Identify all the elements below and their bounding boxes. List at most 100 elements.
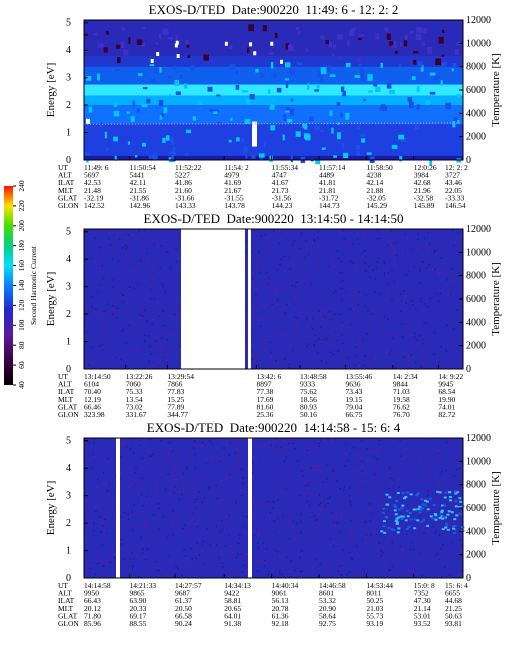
speck <box>112 305 114 307</box>
speck <box>322 247 325 250</box>
speck <box>264 510 266 513</box>
speck <box>417 238 419 241</box>
y-axis-label: Energy [eV] <box>45 481 57 535</box>
table-cell: 145.89 <box>414 201 435 210</box>
speck <box>339 531 342 533</box>
speck <box>186 467 188 470</box>
speck <box>169 93 172 97</box>
speck <box>156 491 158 494</box>
speck <box>120 456 122 458</box>
speck <box>388 569 390 571</box>
speck <box>440 515 444 518</box>
speck <box>143 229 146 232</box>
speck <box>337 350 340 352</box>
speck <box>132 565 134 567</box>
speck <box>417 230 419 233</box>
speck <box>379 511 381 513</box>
speck <box>428 247 430 249</box>
row-label: GLON <box>58 410 79 419</box>
speck <box>288 537 291 540</box>
speck <box>392 263 395 265</box>
speck <box>299 557 301 559</box>
speck <box>115 309 117 312</box>
speck <box>426 267 428 269</box>
row-label: GLAT <box>58 402 78 411</box>
speck <box>391 299 393 302</box>
speck <box>230 567 232 570</box>
speck <box>231 514 234 516</box>
speck <box>246 98 251 105</box>
speck <box>128 484 130 486</box>
speck <box>449 293 452 296</box>
table-cell: 85.96 <box>84 619 101 628</box>
speck <box>420 553 423 555</box>
speck <box>156 336 158 339</box>
speck <box>418 461 420 464</box>
speck <box>102 522 104 525</box>
speck <box>210 558 213 561</box>
speck <box>399 439 401 442</box>
speck <box>268 361 271 364</box>
colorbar-tick-label: 100 <box>17 319 26 331</box>
speck <box>86 358 89 360</box>
speck <box>452 527 456 530</box>
speck <box>342 342 344 345</box>
speck <box>314 340 317 342</box>
speck <box>421 503 425 506</box>
speck <box>194 549 196 552</box>
speck <box>280 353 282 356</box>
table-cell: 21.67 <box>224 186 241 195</box>
speck <box>344 443 347 445</box>
panel: EXOS-D/TED Date:900220 11:49: 6 - 12: 2:… <box>45 2 502 210</box>
speck <box>405 250 408 252</box>
speck <box>141 294 143 297</box>
speck <box>306 317 308 319</box>
speck <box>270 41 274 46</box>
speck <box>383 260 385 263</box>
speck <box>99 344 101 347</box>
speck <box>252 324 255 327</box>
speck <box>420 366 423 368</box>
speck <box>393 280 395 283</box>
speck <box>204 463 207 465</box>
speck <box>445 532 447 534</box>
speck <box>168 460 171 463</box>
speck <box>360 74 365 82</box>
speck <box>302 123 308 129</box>
speck <box>307 447 309 450</box>
speck <box>114 69 120 72</box>
speck <box>255 294 257 296</box>
speck <box>434 532 436 535</box>
speck <box>211 442 214 445</box>
speck <box>181 516 183 518</box>
spectrogram <box>84 438 465 578</box>
speck <box>275 315 278 317</box>
speck <box>103 483 105 485</box>
speck <box>396 315 399 317</box>
speck <box>217 570 219 573</box>
speck <box>290 462 293 464</box>
speck <box>245 250 248 253</box>
speck <box>251 276 254 279</box>
speck <box>373 83 378 87</box>
speck <box>185 466 187 468</box>
speck <box>127 297 129 299</box>
speck <box>130 321 132 323</box>
speck <box>438 457 440 459</box>
y2-tick-label: 12000 <box>466 224 491 235</box>
speck <box>193 440 196 442</box>
speck <box>177 453 179 455</box>
speck <box>319 312 322 315</box>
speck <box>449 524 452 527</box>
speck <box>427 530 430 532</box>
speck <box>274 513 276 516</box>
speck <box>142 142 146 147</box>
speck <box>303 256 306 259</box>
speck <box>174 572 177 575</box>
band <box>84 95 463 106</box>
speck <box>158 315 161 317</box>
speck <box>441 528 445 531</box>
speck <box>271 306 274 308</box>
speck <box>175 91 181 95</box>
speck <box>91 361 93 364</box>
